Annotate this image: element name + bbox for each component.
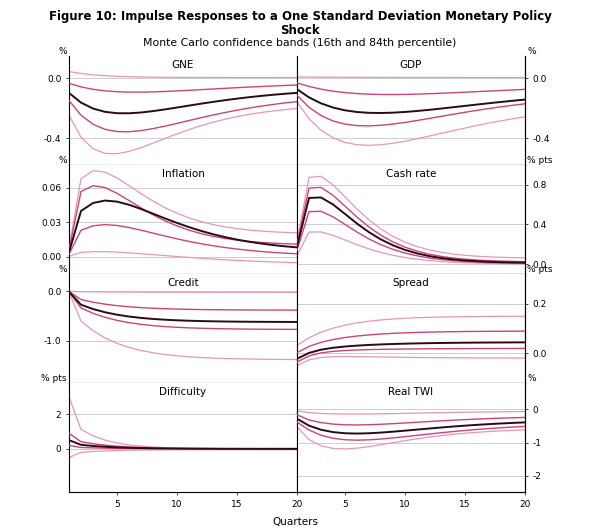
Text: Cash rate: Cash rate	[386, 169, 436, 179]
Text: %: %	[58, 155, 67, 164]
Text: %: %	[58, 46, 67, 55]
Text: Figure 10: Impulse Responses to a One Standard Deviation Monetary Policy: Figure 10: Impulse Responses to a One St…	[49, 10, 551, 22]
Text: %: %	[527, 373, 536, 383]
Text: Credit: Credit	[167, 278, 199, 288]
Text: % pts: % pts	[41, 373, 67, 383]
Text: Inflation: Inflation	[161, 169, 205, 179]
Text: Real TWI: Real TWI	[388, 387, 434, 397]
Text: GDP: GDP	[400, 60, 422, 70]
Text: Difficulty: Difficulty	[160, 387, 206, 397]
Text: % pts: % pts	[527, 264, 553, 273]
Text: GNE: GNE	[172, 60, 194, 70]
Text: Spread: Spread	[392, 278, 430, 288]
Text: Shock: Shock	[280, 24, 320, 37]
Text: Quarters: Quarters	[273, 517, 319, 527]
Text: %: %	[527, 46, 536, 55]
Text: %: %	[58, 264, 67, 273]
Text: Monte Carlo confidence bands (16th and 84th percentile): Monte Carlo confidence bands (16th and 8…	[143, 38, 457, 48]
Text: % pts: % pts	[527, 155, 553, 164]
